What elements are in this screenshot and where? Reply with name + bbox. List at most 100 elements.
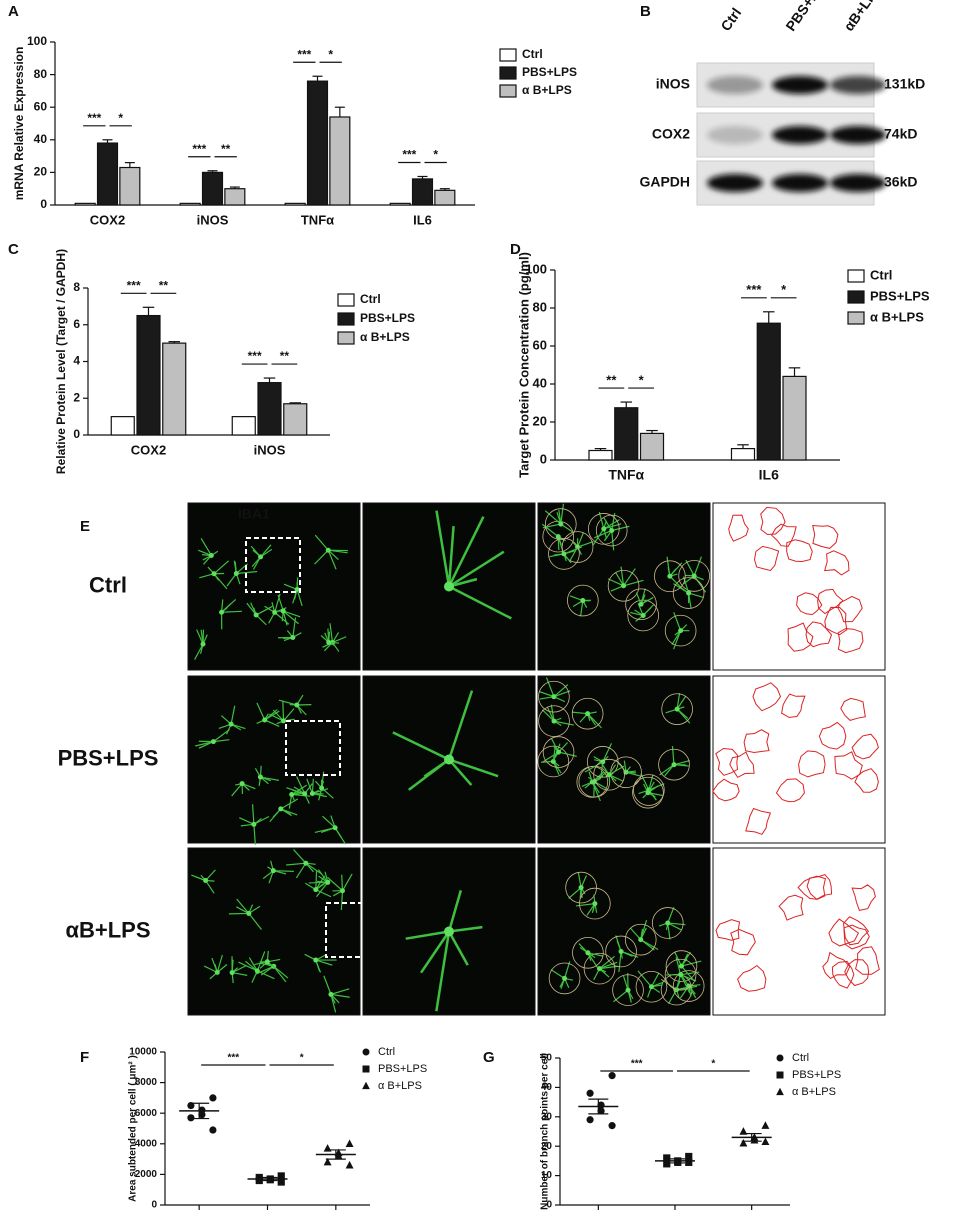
cell-body	[200, 641, 206, 647]
marker	[362, 1048, 370, 1056]
cell-process	[317, 869, 329, 883]
cell-outline	[595, 514, 628, 547]
cell-body	[618, 948, 624, 954]
cell-process	[213, 560, 230, 575]
cell-process	[248, 913, 262, 930]
cell-outline	[798, 750, 826, 778]
cell-body	[678, 628, 684, 634]
marker	[586, 1116, 594, 1124]
cell-process	[448, 925, 483, 933]
marker	[685, 1158, 693, 1166]
bar	[782, 375, 807, 461]
significance-label: ***	[227, 1053, 239, 1064]
cell-body	[253, 612, 259, 618]
y-tick-label: 8000	[135, 1077, 158, 1088]
cell-body	[609, 528, 615, 534]
cell-body	[638, 601, 644, 607]
cell-body	[203, 878, 209, 884]
cell-outline	[824, 606, 848, 636]
significance-label: *	[300, 1053, 304, 1064]
cell-body	[648, 984, 654, 990]
cell-process	[238, 961, 258, 972]
cell-body	[665, 920, 671, 926]
blot-band	[830, 126, 886, 144]
y-tick-label: 8	[73, 280, 80, 294]
cell-process	[587, 952, 599, 968]
cell-process	[541, 709, 555, 722]
cell-outline	[730, 928, 756, 956]
cell-process	[314, 549, 329, 565]
cell-process	[448, 758, 473, 786]
cell-outline	[612, 974, 644, 1006]
cell-body	[214, 969, 220, 975]
cell-process	[547, 707, 555, 722]
cell-process	[447, 516, 485, 588]
cell-process	[618, 951, 622, 973]
cell-process	[647, 792, 663, 797]
blot-band	[830, 76, 886, 94]
y-tick-label: 0	[40, 197, 47, 211]
marker	[277, 1178, 285, 1186]
x-tick-label: COX2	[90, 212, 125, 227]
y-tick-label: 30	[541, 1111, 553, 1122]
panel-letter: F	[80, 1049, 89, 1066]
cell-process	[553, 690, 571, 698]
y-tick-label: 40	[34, 132, 48, 146]
x-tick-label: iNOS	[197, 212, 229, 227]
panel-letter: C	[8, 241, 19, 258]
cell-outline	[787, 622, 814, 652]
protein-label: COX2	[652, 126, 690, 142]
cell-body	[262, 717, 268, 723]
cell-process	[296, 776, 306, 795]
cell-process	[256, 951, 266, 972]
cell-outline	[607, 569, 640, 602]
significance-label: *	[639, 372, 645, 387]
cell-outline	[854, 768, 879, 793]
cell-process	[667, 907, 675, 924]
y-tick-label: 6	[73, 317, 80, 331]
legend-label: α B+LPS	[870, 309, 924, 324]
cell-body	[270, 868, 276, 874]
cell-process	[693, 556, 703, 577]
cell-outline	[797, 875, 826, 900]
y-tick-label: 0	[540, 451, 547, 466]
cell-body	[551, 718, 557, 724]
cell-process	[213, 573, 228, 590]
cell-process	[230, 705, 236, 725]
cell-body	[325, 879, 331, 885]
cell-outline	[665, 950, 698, 982]
bar	[231, 416, 256, 436]
cell-body	[578, 885, 584, 891]
cell-outline	[851, 733, 879, 760]
cell-body	[258, 554, 264, 560]
cell-body	[606, 772, 612, 778]
cell-process	[213, 739, 230, 743]
bar	[411, 178, 434, 206]
cell-body	[251, 821, 257, 827]
stain-label: IBA1	[238, 506, 270, 522]
cell-outline	[778, 894, 804, 921]
cell-outline	[571, 697, 604, 730]
y-tick-label: 6000	[135, 1108, 158, 1119]
cell-body	[621, 583, 627, 589]
cell-body	[686, 590, 692, 596]
cell-process	[330, 993, 350, 998]
cell-outline	[661, 693, 693, 725]
cell-process	[447, 526, 455, 587]
cell-process	[323, 975, 332, 995]
cell-process	[392, 731, 450, 761]
legend-label: PBS+LPS	[522, 65, 577, 79]
cell-outline	[752, 682, 782, 712]
legend-label: PBS+LPS	[378, 1063, 427, 1075]
cell-process	[563, 961, 571, 979]
cell-process	[568, 887, 582, 899]
marker	[739, 1127, 748, 1135]
lane-label: PBS+LPS	[782, 0, 832, 34]
condition-label: αB+LPS	[65, 917, 150, 942]
micrograph	[187, 502, 361, 671]
cell-body	[319, 785, 325, 791]
y-tick-label: 10	[541, 1170, 553, 1181]
y-axis-title: Area subtended per cell ( μm² )	[128, 1055, 139, 1202]
zoom-box	[285, 720, 341, 776]
